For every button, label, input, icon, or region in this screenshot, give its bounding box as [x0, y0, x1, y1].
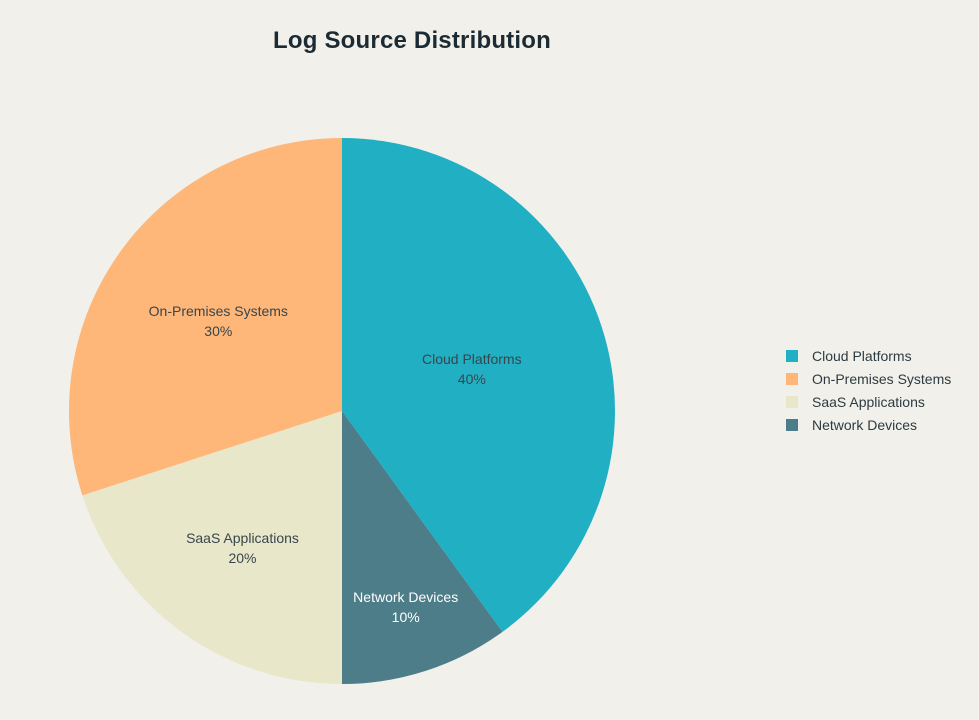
legend-item-on-premises-systems[interactable]: On-Premises Systems — [786, 367, 951, 390]
legend-swatch-saas-applications — [786, 395, 798, 408]
chart-title: Log Source Distribution — [273, 27, 551, 54]
legend-label-cloud-platforms: Cloud Platforms — [812, 347, 912, 364]
legend-label-on-premises-systems: On-Premises Systems — [812, 370, 952, 387]
pie-chart: Cloud Platforms 40% Network Devices 10% SaaS… — [68, 138, 616, 684]
legend-label-network-devices: Network Devices — [812, 416, 918, 433]
pie-slice-cloud-platforms[interactable] — [342, 138, 616, 632]
pie-slice-network-devices[interactable] — [342, 411, 503, 684]
legend-swatch-on-premises-systems — [786, 372, 798, 385]
legend-item-network-devices[interactable]: Network Devices — [786, 413, 951, 436]
legend-item-cloud-platforms[interactable]: Cloud Platforms — [786, 344, 951, 367]
legend-swatch-network-devices — [786, 418, 798, 431]
pie-slice-saas-applications[interactable] — [82, 411, 343, 684]
legend-item-saas-applications[interactable]: SaaS Applications — [786, 390, 951, 413]
pie-svg: Cloud Platforms 40%Network Devices 10%SaaS… — [68, 138, 616, 684]
legend-swatch-cloud-platforms — [786, 349, 798, 362]
pie-slice-on-premises-systems[interactable] — [68, 138, 343, 496]
legend-label-saas-applications: SaaS Applications — [812, 393, 925, 410]
legend: Cloud Platforms On-Premises Systems SaaS… — [786, 344, 951, 436]
